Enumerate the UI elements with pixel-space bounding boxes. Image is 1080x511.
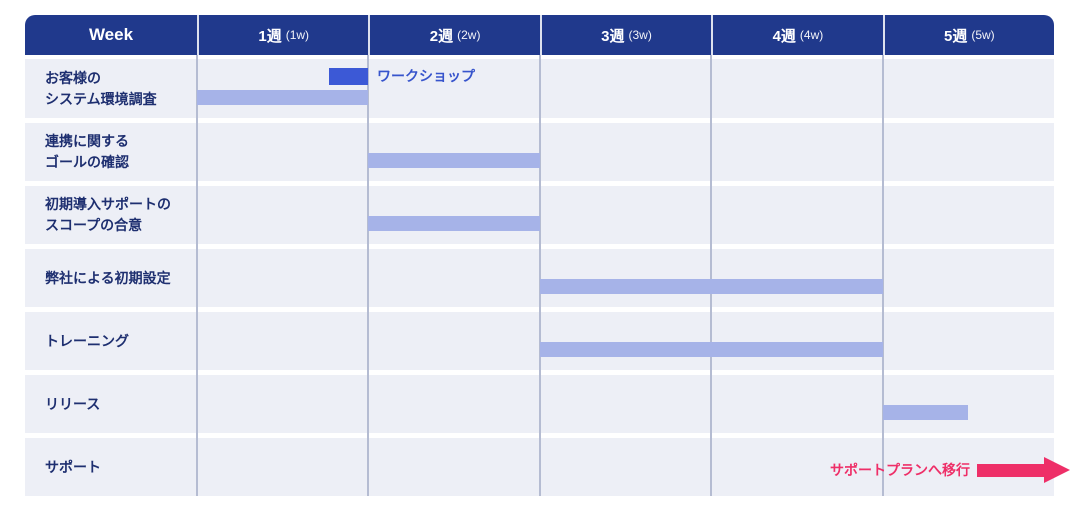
- gridline: [196, 55, 198, 496]
- transition-arrow-icon: [977, 457, 1070, 483]
- gridline: [367, 55, 370, 496]
- gantt-table: Week 1週 (1w) 2週 (2w) 3週 (3w) 4週 (4w) 5週 …: [25, 15, 1070, 496]
- header-week-2: 2週 (2w): [368, 15, 539, 55]
- gridline: [710, 55, 713, 496]
- header-week-5: 5週 (5w): [882, 15, 1054, 55]
- gantt-bar: [368, 216, 540, 231]
- task-label: 弊社による初期設定: [45, 269, 171, 286]
- week-2-main: 2週: [429, 27, 454, 45]
- task-label: サポート: [45, 458, 101, 475]
- week-1-main: 1週: [258, 27, 282, 45]
- gantt-bar: [882, 405, 969, 420]
- task-label: リリース: [45, 395, 101, 412]
- gantt-bar: [368, 153, 540, 168]
- week-1-sub: (1w): [285, 28, 310, 42]
- gantt-body: お客様の システム環境調査 連携に関する ゴールの確認 初期導入サポートの スコ…: [25, 55, 1070, 496]
- gridline: [538, 55, 541, 496]
- gridline: [881, 55, 884, 496]
- week-2-sub: (2w): [457, 28, 481, 42]
- week-5-sub: (5w): [971, 28, 995, 42]
- arrow-head: [1044, 457, 1070, 483]
- gantt-bar: [197, 90, 369, 105]
- task-label: お客様の システム環境調査: [45, 69, 157, 107]
- task-label: 連携に関する ゴールの確認: [45, 133, 129, 170]
- task-label: トレーニング: [45, 332, 129, 349]
- header-week-column: Week: [25, 15, 197, 55]
- gantt-bar: [539, 342, 883, 357]
- gantt-bar: [539, 279, 883, 294]
- header-week-text: Week: [88, 25, 134, 44]
- week-4-main: 4週: [772, 27, 796, 45]
- header-week-4: 4週 (4w): [711, 15, 882, 55]
- workshop-label: ワークショップ: [377, 68, 475, 84]
- gantt-accent-bar: [328, 68, 369, 85]
- week-5-main: 5週: [943, 27, 968, 45]
- header-week-1: 1週 (1w): [197, 15, 368, 55]
- week-3-sub: (3w): [628, 28, 652, 42]
- support-transition-label: サポートプランへ移行: [830, 462, 970, 478]
- header-week-3: 3週 (3w): [539, 15, 711, 55]
- gantt-header-row: Week 1週 (1w) 2週 (2w) 3週 (3w) 4週 (4w) 5週 …: [25, 15, 1054, 55]
- arrow-shaft: [977, 463, 1044, 477]
- support-transition-annotation: サポートプランへ移行: [830, 457, 1070, 483]
- week-4-sub: (4w): [799, 28, 824, 42]
- task-label: 初期導入サポートの スコープの合意: [45, 196, 171, 233]
- week-3-main: 3週: [601, 27, 625, 45]
